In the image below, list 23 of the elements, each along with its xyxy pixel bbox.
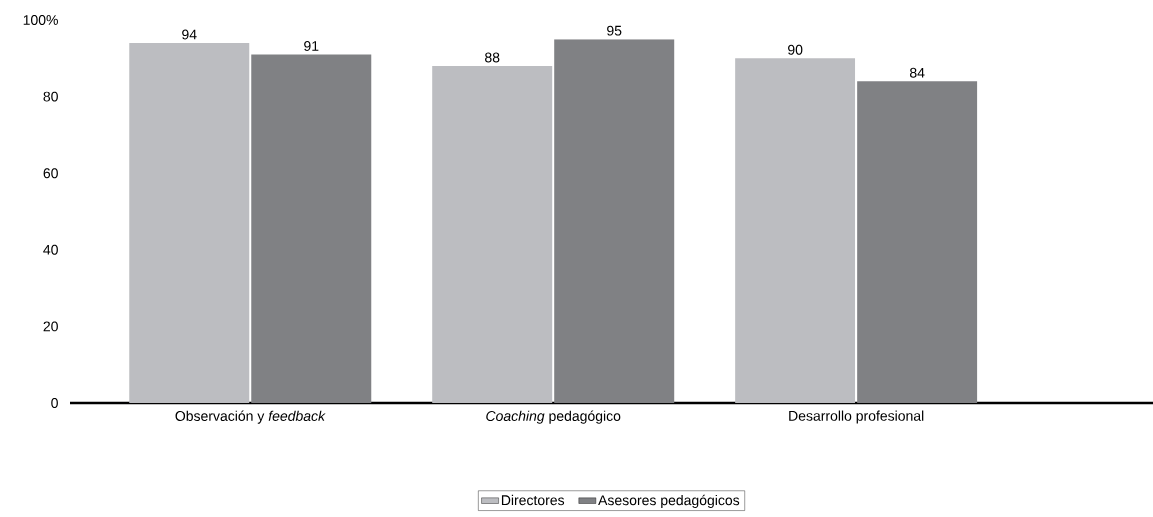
y-tick-label: 80 xyxy=(43,91,58,102)
legend-label: Asesores pedagógicos xyxy=(598,494,740,508)
data-label: 91 xyxy=(304,41,319,51)
bar xyxy=(129,42,250,403)
x-tick-label: Observación y feedback xyxy=(175,410,326,424)
legend-label: Directores xyxy=(501,494,565,506)
bar xyxy=(554,39,675,403)
bar xyxy=(735,58,856,403)
x-tick-label: Coaching pedagógico xyxy=(486,410,621,424)
y-tick-label: 40 xyxy=(43,244,58,255)
y-tick-label: 20 xyxy=(43,321,58,332)
y-tick-label: 60 xyxy=(43,168,58,179)
bar xyxy=(251,54,372,403)
y-tick-label: 100% xyxy=(23,15,58,25)
data-label: 84 xyxy=(909,67,925,78)
data-label: 95 xyxy=(607,25,622,36)
data-label: 88 xyxy=(485,52,500,63)
x-tick-label: Desarrollo profesional xyxy=(789,410,924,424)
data-label: 90 xyxy=(788,44,803,55)
bar xyxy=(857,81,978,403)
y-tick-label: 0 xyxy=(51,398,58,408)
data-label: 94 xyxy=(182,29,197,40)
bar xyxy=(432,65,553,403)
